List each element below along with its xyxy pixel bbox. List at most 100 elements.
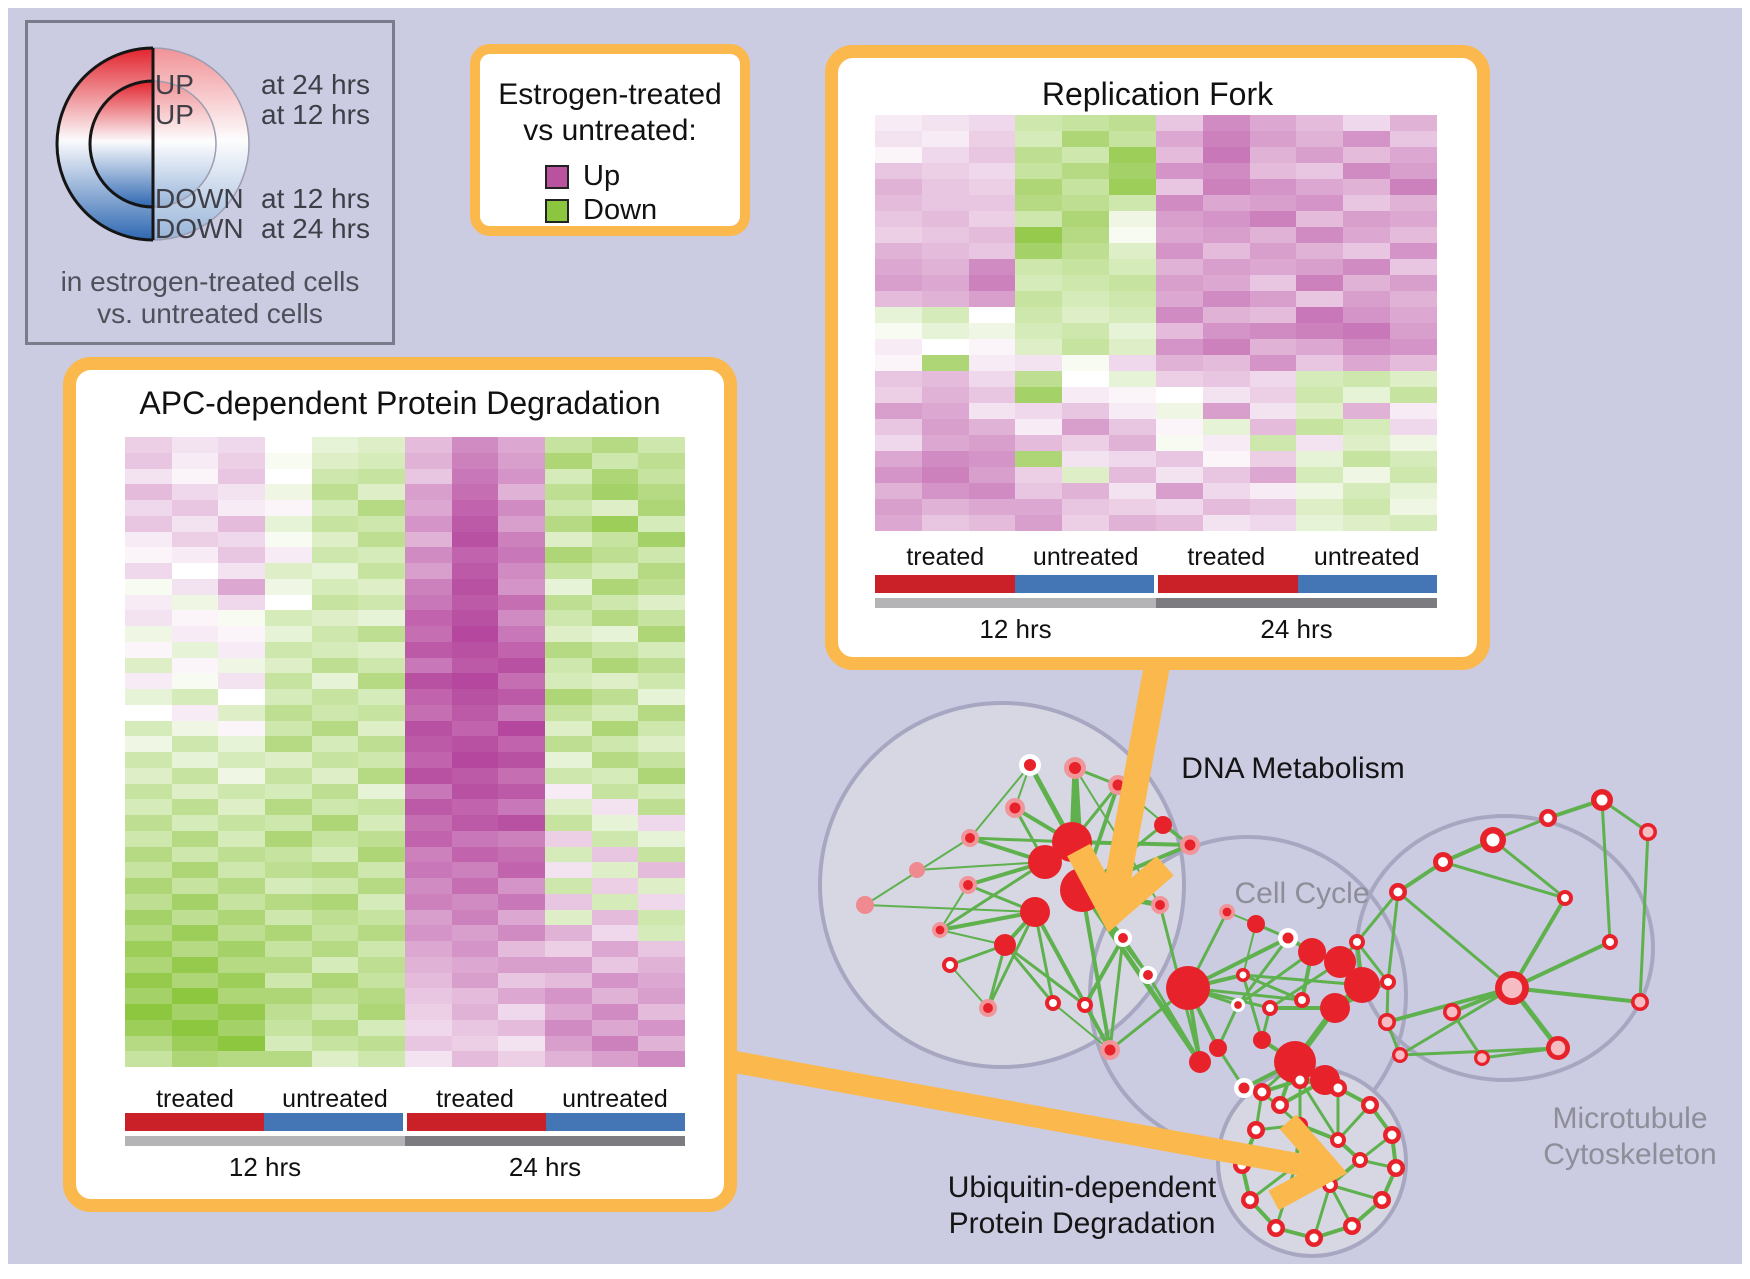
up-label: Up: [583, 160, 621, 192]
legend-item-up: Up: [480, 160, 740, 193]
heatmap-cell: [1249, 131, 1297, 147]
replication-fork-title: Replication Fork: [1041, 76, 1274, 112]
heatmap-cell: [545, 610, 592, 626]
heatmap-cell: [311, 657, 359, 674]
heatmap-cell: [1343, 451, 1391, 467]
heatmap-cell: [1249, 419, 1297, 435]
heatmap-cell: [1109, 259, 1156, 275]
heatmap-cell: [265, 862, 312, 878]
heatmap-cell: [218, 626, 265, 642]
heatmap-cell: [451, 1051, 499, 1067]
heatmap-cell: [218, 547, 265, 563]
heatmap-cell: [1015, 451, 1063, 467]
heatmap-cell: [311, 862, 359, 878]
heatmap-cell: [968, 339, 1016, 355]
heatmap-cell: [1109, 179, 1156, 195]
heatmap-cell: [1343, 147, 1391, 163]
heatmap-cell: [1390, 515, 1437, 531]
network-node: [1184, 839, 1196, 851]
heatmap-cell: [1109, 227, 1156, 243]
network-node: [1320, 993, 1350, 1023]
heatmap-cell: [405, 437, 452, 453]
heatmap-cell: [171, 878, 219, 894]
heatmap-cell: [1390, 387, 1437, 403]
faded-right-half: [153, 48, 249, 240]
heatmap-cell: [1155, 227, 1203, 243]
heatmap-cell: [451, 500, 499, 516]
updown-gradient-circles: [55, 46, 250, 242]
heatmap-cell: [1155, 211, 1203, 227]
heatmap-cell: [1155, 387, 1203, 403]
heatmap-cell: [265, 531, 312, 548]
network-edge: [1386, 891, 1400, 983]
heatmap-cell: [358, 578, 405, 595]
heatmap-cell: [1109, 195, 1156, 211]
heatmap-cell: [405, 626, 452, 642]
heatmap-cell: [1202, 435, 1250, 451]
heatmap-cell: [1296, 403, 1344, 419]
heatmap-cell: [1202, 131, 1250, 147]
heatmap-cell: [405, 689, 452, 705]
heatmap-cell: [1249, 387, 1297, 403]
heatmap-cell: [968, 307, 1016, 323]
heatmap-cell: [545, 925, 592, 941]
heatmap-cell: [498, 594, 545, 611]
heatmap-cell: [498, 878, 545, 894]
heatmap-cell: [1249, 259, 1297, 275]
heatmap-cell: [311, 752, 359, 768]
heatmap-cell: [498, 815, 545, 831]
frame-right: [1742, 0, 1750, 1279]
heatmap-cell: [498, 1051, 545, 1067]
heatmap-cell: [358, 704, 405, 721]
network-node: [1023, 758, 1037, 772]
heatmap-cell: [1062, 115, 1110, 131]
network-node: [935, 925, 945, 935]
heatmap-cell: [1109, 483, 1156, 499]
heatmap-cell: [1062, 163, 1110, 179]
heatmap-cell: [638, 468, 685, 485]
heatmap-cell: [125, 578, 172, 595]
heatmap-cell: [451, 563, 499, 579]
heatmap-cell: [638, 878, 685, 894]
network-node: [856, 896, 874, 914]
heatmap-cell: [1296, 483, 1344, 499]
estrogen-legend-title-line1: Estrogen-treated: [498, 78, 722, 111]
network-edge: [1298, 1079, 1340, 1141]
heatmap-cell: [218, 641, 265, 658]
heatmap-cell: [968, 179, 1016, 195]
heatmap-cell: [451, 846, 499, 863]
heatmap-cell: [1390, 147, 1437, 163]
heatmap-cell: [591, 1019, 639, 1036]
heatmap-cell: [311, 846, 359, 863]
heatmap-cell: [1155, 275, 1203, 291]
heatmap-cell: [451, 626, 499, 642]
heatmap-cell: [1109, 211, 1156, 227]
heatmap-cell: [1109, 115, 1156, 131]
heatmap-cell: [171, 988, 219, 1004]
heatmap-cell: [638, 641, 685, 658]
heatmap-cell: [311, 452, 359, 469]
heatmap-cell: [638, 956, 685, 973]
heatmap-cell: [638, 657, 685, 674]
heatmap-cell: [1109, 339, 1156, 355]
heatmap-cell: [545, 783, 592, 800]
network-edge: [1236, 937, 1290, 1006]
heatmap-cell: [125, 878, 172, 894]
heatmap-cell: [265, 752, 312, 768]
heatmap-cell: [265, 941, 312, 957]
replication-fork-time-bar: [875, 598, 1437, 608]
network-node: [1446, 1006, 1458, 1018]
bar-24hrs: [405, 1136, 685, 1146]
heatmap-cell: [875, 147, 922, 163]
heatmap-cell: [1343, 467, 1391, 483]
heatmap-cell: [1343, 515, 1391, 531]
heatmap-cell: [218, 752, 265, 768]
heatmap-cell: [1015, 195, 1063, 211]
heatmap-cell: [218, 972, 265, 989]
heatmap-cell: [545, 437, 592, 453]
heatmap-cell: [171, 515, 219, 532]
network-edge: [1492, 838, 1566, 900]
heatmap-cell: [1202, 387, 1250, 403]
heatmap-cell: [1249, 355, 1297, 371]
heatmap-cell: [498, 689, 545, 705]
